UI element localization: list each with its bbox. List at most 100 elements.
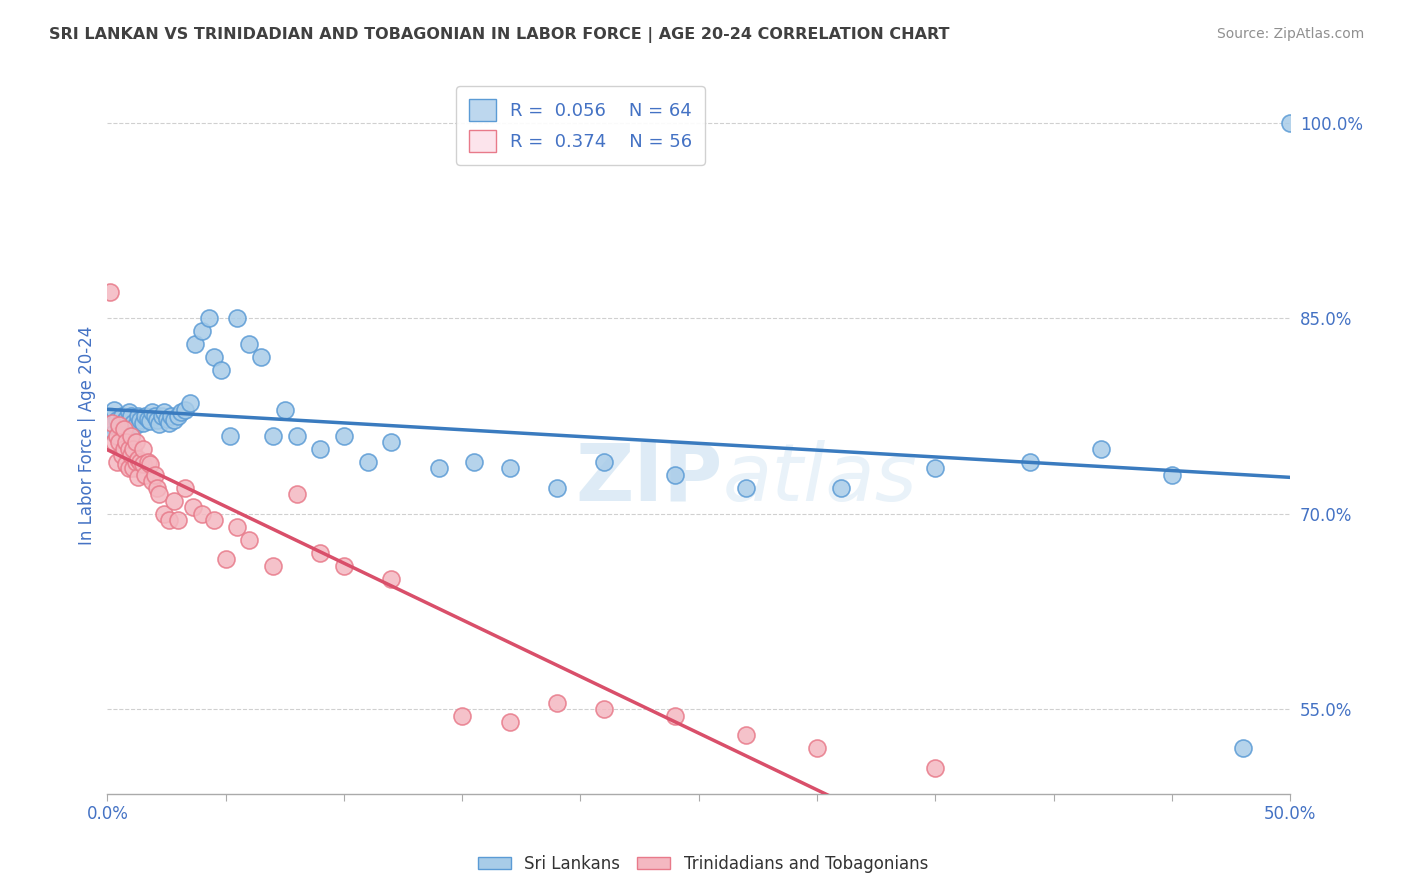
- Text: SRI LANKAN VS TRINIDADIAN AND TOBAGONIAN IN LABOR FORCE | AGE 20-24 CORRELATION : SRI LANKAN VS TRINIDADIAN AND TOBAGONIAN…: [49, 27, 949, 43]
- Point: [664, 708, 686, 723]
- Point: [141, 474, 163, 488]
- Text: Source: ZipAtlas.com: Source: ZipAtlas.com: [1216, 27, 1364, 41]
- Point: [226, 519, 249, 533]
- Point: [103, 435, 125, 450]
- Point: [136, 411, 159, 425]
- Point: [162, 493, 184, 508]
- Point: [155, 411, 177, 425]
- Point: [120, 428, 142, 442]
- Point: [148, 487, 170, 501]
- Point: [125, 418, 148, 433]
- Point: [333, 558, 356, 573]
- Point: [309, 546, 332, 560]
- Point: [191, 507, 214, 521]
- Point: [134, 409, 156, 423]
- Point: [262, 558, 284, 573]
- Point: [735, 481, 758, 495]
- Point: [356, 454, 378, 468]
- Point: [333, 428, 356, 442]
- Point: [108, 435, 131, 450]
- Point: [157, 416, 180, 430]
- Point: [110, 448, 132, 462]
- Point: [380, 572, 402, 586]
- Point: [120, 448, 142, 462]
- Point: [115, 411, 138, 425]
- Point: [118, 442, 141, 456]
- Point: [146, 481, 169, 495]
- Point: [1019, 454, 1042, 468]
- Point: [150, 409, 173, 423]
- Point: [101, 416, 124, 430]
- Point: [546, 696, 568, 710]
- Point: [160, 409, 183, 423]
- Point: [202, 513, 225, 527]
- Point: [546, 481, 568, 495]
- Point: [593, 702, 616, 716]
- Point: [105, 413, 128, 427]
- Point: [214, 552, 236, 566]
- Point: [127, 409, 149, 423]
- Point: [451, 708, 474, 723]
- Point: [101, 418, 124, 433]
- Point: [105, 454, 128, 468]
- Point: [167, 513, 190, 527]
- Point: [127, 470, 149, 484]
- Point: [1090, 442, 1112, 456]
- Point: [593, 454, 616, 468]
- Point: [309, 442, 332, 456]
- Point: [198, 311, 221, 326]
- Point: [226, 311, 249, 326]
- Point: [153, 405, 176, 419]
- Point: [127, 452, 149, 467]
- Point: [118, 405, 141, 419]
- Point: [162, 413, 184, 427]
- Point: [132, 457, 155, 471]
- Point: [219, 428, 242, 442]
- Point: [98, 409, 121, 423]
- Text: atlas: atlas: [723, 440, 917, 517]
- Point: [735, 728, 758, 742]
- Point: [153, 507, 176, 521]
- Point: [141, 405, 163, 419]
- Point: [806, 741, 828, 756]
- Point: [202, 351, 225, 365]
- Point: [115, 435, 138, 450]
- Legend: R =  0.056    N = 64, R =  0.374    N = 56: R = 0.056 N = 64, R = 0.374 N = 56: [456, 87, 704, 165]
- Point: [1232, 741, 1254, 756]
- Point: [134, 467, 156, 482]
- Point: [157, 513, 180, 527]
- Point: [924, 461, 946, 475]
- Point: [427, 461, 450, 475]
- Point: [132, 416, 155, 430]
- Point: [132, 442, 155, 456]
- Point: [108, 418, 131, 433]
- Point: [139, 414, 162, 428]
- Point: [122, 442, 145, 456]
- Point: [143, 409, 166, 423]
- Point: [112, 422, 135, 436]
- Point: [118, 461, 141, 475]
- Point: [924, 761, 946, 775]
- Point: [174, 402, 197, 417]
- Point: [463, 454, 485, 468]
- Point: [179, 396, 201, 410]
- Point: [664, 467, 686, 482]
- Point: [120, 409, 142, 423]
- Point: [1160, 467, 1182, 482]
- Point: [120, 428, 142, 442]
- Point: [103, 402, 125, 417]
- Point: [103, 425, 125, 440]
- Point: [238, 337, 260, 351]
- Point: [146, 413, 169, 427]
- Point: [110, 409, 132, 423]
- Point: [167, 409, 190, 423]
- Point: [122, 461, 145, 475]
- Point: [498, 714, 520, 729]
- Point: [285, 487, 308, 501]
- Point: [1279, 116, 1302, 130]
- Legend: Sri Lankans, Trinidadians and Tobagonians: Sri Lankans, Trinidadians and Tobagonian…: [471, 848, 935, 880]
- Point: [112, 416, 135, 430]
- Point: [830, 481, 852, 495]
- Point: [125, 435, 148, 450]
- Point: [250, 351, 273, 365]
